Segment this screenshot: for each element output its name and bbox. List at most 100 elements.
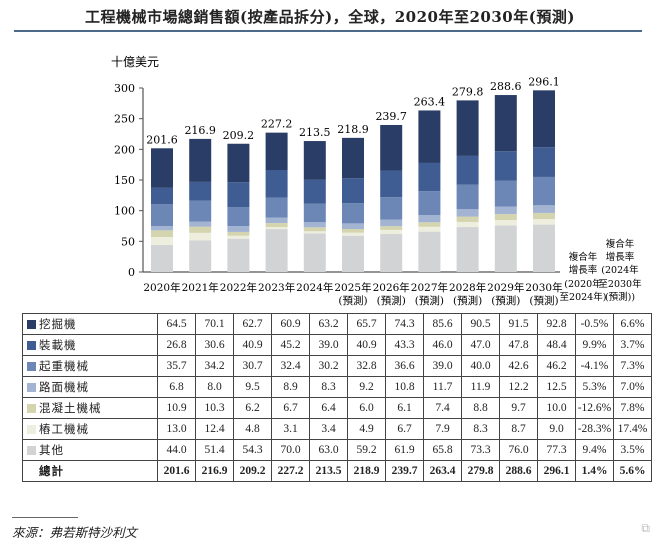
x-tick-label: 2029年 [487, 281, 524, 294]
bar-total-label: 296.1 [528, 75, 560, 88]
table-cell: 63.2 [309, 313, 348, 335]
table-cell: 7.8% [613, 397, 652, 419]
table-cell: -28.3% [575, 418, 614, 440]
bar-segment-裝載機 [418, 162, 441, 192]
bar-segment-其他 [418, 231, 441, 272]
table-cell: 40.0 [461, 355, 500, 377]
bar-segment-裝載機 [227, 182, 250, 208]
bar-segment-路面機械 [533, 205, 555, 213]
table-cell: 12.2 [499, 376, 538, 398]
legend-swatch [27, 404, 36, 413]
row-label: 其他 [22, 439, 158, 461]
x-tick-label: 2024年 [296, 281, 333, 294]
table-cell: 65.8 [423, 439, 462, 461]
bar-segment-路面機械 [265, 217, 288, 224]
bar-segment-樁工機械 [227, 235, 250, 239]
bar-total-label: 227.2 [261, 118, 293, 131]
table-cell: 65.7 [347, 313, 386, 335]
bar-segment-路面機械 [342, 223, 364, 230]
bar-segment-起重機械 [418, 191, 441, 216]
table-cell: 6.7 [271, 397, 310, 419]
bar-segment-裝載機 [189, 181, 212, 201]
cagr-header-line: (2020年 [564, 278, 602, 290]
row-label: 起重機械 [22, 355, 158, 377]
bar-segment-挖掘機 [456, 100, 479, 156]
bar-segment-挖掘機 [151, 148, 173, 188]
table-total-row: 總計 201.6 216.9 209.2 227.2 213.5 218.9 239.7 263… [22, 460, 652, 482]
table-cell: 4.8 [233, 418, 272, 440]
cagr-header-line: (2024年 [601, 264, 639, 276]
table-cell: 9.0 [537, 418, 576, 440]
bar-segment-裝載機 [380, 170, 403, 198]
x-tick-label: 2026年 [373, 281, 410, 294]
bar-segment-混凝土機械 [303, 227, 326, 232]
x-tick-label: 2022年 [220, 281, 257, 294]
table-cell: 32.4 [271, 355, 310, 377]
table-cell: 216.9 [195, 460, 234, 482]
table-cell: 73.3 [461, 439, 500, 461]
bar-segment-混凝土機械 [533, 212, 555, 220]
bar-total-label: 216.9 [184, 124, 216, 137]
bar-segment-路面機械 [380, 219, 403, 227]
bar-segment-路面機械 [456, 209, 479, 217]
y-tick-label: 0 [128, 266, 135, 279]
table-cell: 17.4% [613, 418, 652, 440]
x-tick-label: 2028年 [449, 281, 486, 294]
table-cell: 7.0% [613, 376, 652, 398]
bar-segment-起重機械 [151, 204, 173, 227]
bar-total-label: 209.2 [223, 129, 255, 142]
bar-total-label: 218.9 [337, 123, 369, 136]
bar-segment-路面機械 [303, 222, 326, 228]
bar-segment-其他 [189, 240, 212, 272]
forecast-label: (預測) [415, 294, 444, 307]
y-tick-label: 250 [114, 113, 135, 126]
bar-segment-樁工機械 [456, 221, 479, 228]
bar-segment-路面機械 [151, 226, 173, 231]
table-cell: 8.3 [461, 418, 500, 440]
bar-segment-混凝土機械 [189, 226, 212, 233]
table-cell: 8.9 [271, 376, 310, 398]
table-cell: 59.2 [347, 439, 386, 461]
table-cell: 92.8 [537, 313, 576, 335]
bar-segment-混凝土機械 [456, 216, 479, 222]
table-cell: 3.7% [613, 334, 652, 356]
bar-segment-裝載機 [342, 178, 364, 204]
data-table: 挖掘機 64.5 70.1 62.7 60.9 63.2 65.7 74.3 85.6 90.5 9… [22, 313, 652, 482]
chart-title: 工程機械市場總銷售額(按產品拆分)，全球，2020年至2030年(預測) [85, 8, 575, 26]
forecast-label: (預測) [377, 294, 406, 307]
table-cell: 288.6 [499, 460, 538, 482]
bar-total-label: 263.4 [414, 95, 446, 108]
bar-segment-裝載機 [456, 155, 479, 185]
bar-segment-其他 [494, 225, 517, 272]
table-cell: 201.6 [157, 460, 196, 482]
bar-segment-其他 [342, 235, 364, 272]
legend-swatch [27, 341, 36, 350]
y-tick-label: 200 [114, 143, 135, 156]
table-cell: 209.2 [233, 460, 272, 482]
bar-segment-挖掘機 [189, 138, 212, 182]
table-cell: 10.8 [385, 376, 424, 398]
table-cell: 8.7 [499, 418, 538, 440]
bar-segment-裝載機 [265, 170, 288, 198]
table-cell: 9.5 [233, 376, 272, 398]
table-row: 挖掘機 64.5 70.1 62.7 60.9 63.2 65.7 74.3 85.6 90.5 9… [22, 313, 652, 335]
bar-segment-樁工機械 [151, 237, 173, 246]
legend-swatch [27, 362, 36, 371]
table-row: 起重機械 35.7 34.2 30.7 32.4 30.2 32.8 36.6 39.0 40.0… [22, 355, 652, 377]
table-cell: 9.7 [499, 397, 538, 419]
table-cell: 40.9 [233, 334, 272, 356]
y-tick-label: 50 [121, 235, 135, 248]
bar-segment-其他 [456, 227, 479, 272]
table-cell: -4.1% [575, 355, 614, 377]
bar-segment-裝載機 [303, 179, 326, 204]
cagr-header-line: 增長率 [569, 264, 598, 276]
bar-segment-混凝土機械 [418, 222, 441, 227]
bar-segment-挖掘機 [533, 90, 555, 148]
table-cell: -0.5% [575, 313, 614, 335]
bar-total-label: 213.5 [299, 126, 331, 139]
table-cell: 6.4 [309, 397, 348, 419]
table-row: 其他 44.0 51.4 54.3 70.0 63.0 59.2 61.9 65.8 73.3 76… [22, 439, 652, 461]
row-label: 總計 [22, 460, 158, 482]
table-cell: 10.3 [195, 397, 234, 419]
bar-segment-樁工機械 [494, 220, 517, 226]
